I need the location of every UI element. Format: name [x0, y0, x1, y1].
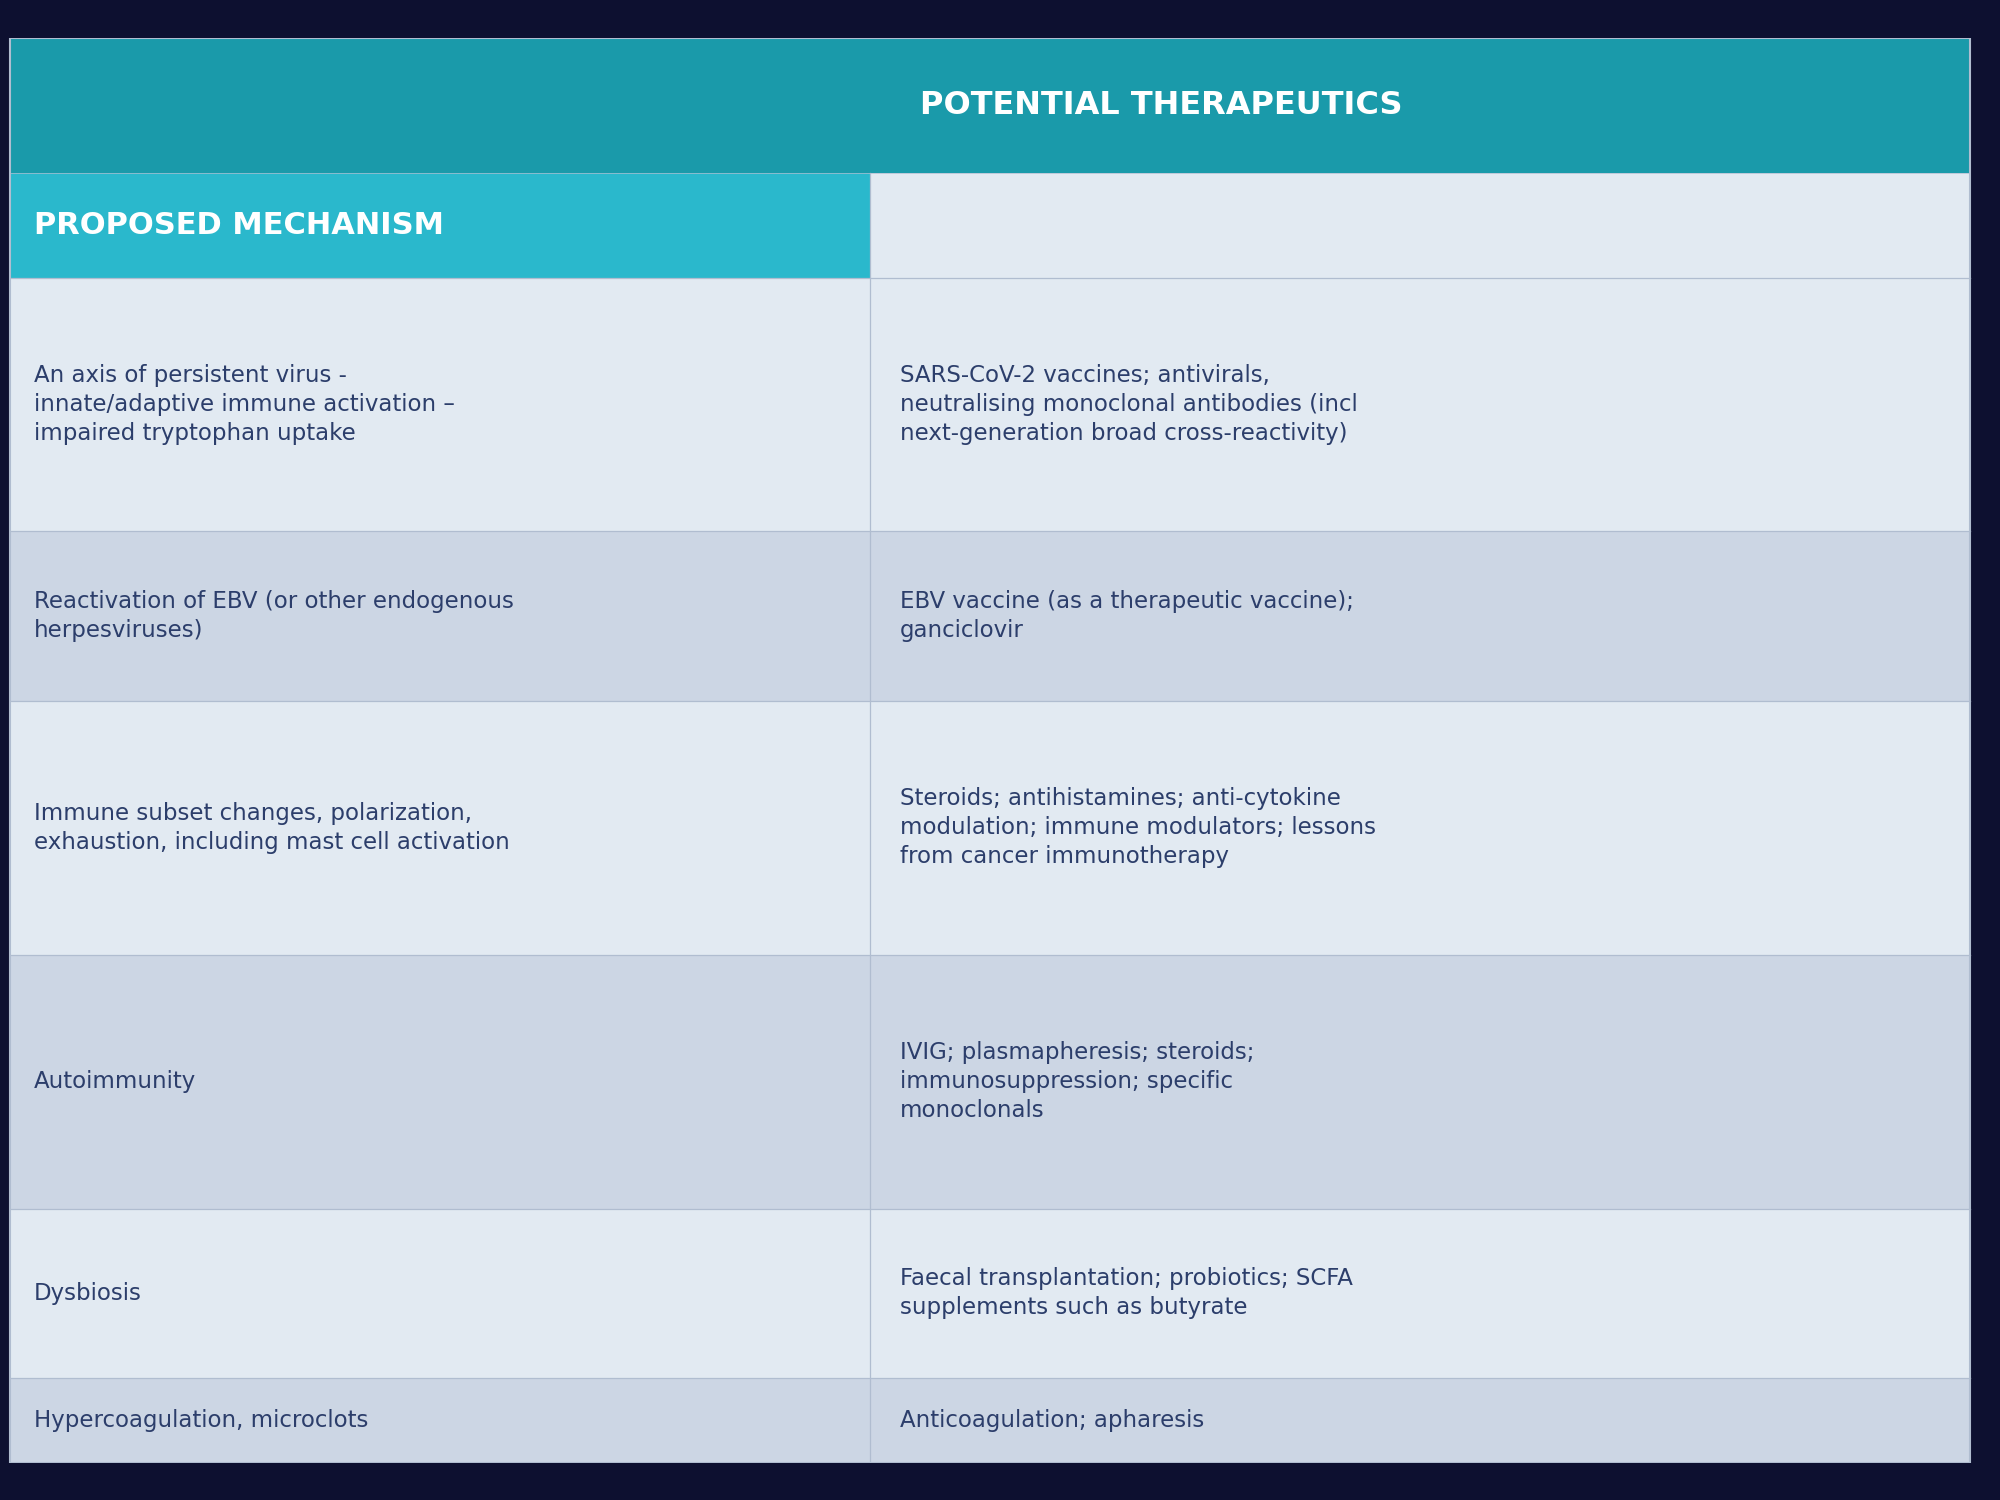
Text: Dysbiosis: Dysbiosis	[34, 1281, 142, 1305]
Text: PROPOSED MECHANISM: PROPOSED MECHANISM	[34, 210, 444, 240]
Text: EBV vaccine (as a therapeutic vaccine);
ganciclovir: EBV vaccine (as a therapeutic vaccine); …	[900, 590, 1354, 642]
FancyBboxPatch shape	[10, 1378, 1970, 1462]
Text: Autoimmunity: Autoimmunity	[34, 1070, 196, 1094]
Text: Steroids; antihistamines; anti-cytokine
modulation; immune modulators; lessons
f: Steroids; antihistamines; anti-cytokine …	[900, 788, 1376, 868]
FancyBboxPatch shape	[10, 531, 1970, 700]
FancyBboxPatch shape	[10, 172, 870, 278]
Text: An axis of persistent virus -
innate/adaptive immune activation –
impaired trypt: An axis of persistent virus - innate/ada…	[34, 363, 454, 446]
Text: Hypercoagulation, microclots: Hypercoagulation, microclots	[34, 1408, 368, 1431]
Text: SARS-CoV-2 vaccines; antivirals,
neutralising monoclonal antibodies (incl
next-g: SARS-CoV-2 vaccines; antivirals, neutral…	[900, 363, 1358, 446]
Text: Immune subset changes, polarization,
exhaustion, including mast cell activation: Immune subset changes, polarization, exh…	[34, 801, 510, 853]
FancyBboxPatch shape	[870, 172, 1970, 278]
FancyBboxPatch shape	[10, 1209, 1970, 1378]
Text: Reactivation of EBV (or other endogenous
herpesviruses): Reactivation of EBV (or other endogenous…	[34, 590, 514, 642]
FancyBboxPatch shape	[10, 700, 1970, 954]
Text: Faecal transplantation; probiotics; SCFA
supplements such as butyrate: Faecal transplantation; probiotics; SCFA…	[900, 1268, 1352, 1320]
Text: POTENTIAL THERAPEUTICS: POTENTIAL THERAPEUTICS	[920, 90, 1402, 120]
FancyBboxPatch shape	[0, 1462, 2000, 1500]
FancyBboxPatch shape	[10, 278, 1970, 531]
Text: IVIG; plasmapheresis; steroids;
immunosuppression; specific
monoclonals: IVIG; plasmapheresis; steroids; immunosu…	[900, 1041, 1254, 1122]
FancyBboxPatch shape	[10, 38, 1970, 1462]
FancyBboxPatch shape	[0, 0, 2000, 38]
FancyBboxPatch shape	[10, 38, 1970, 172]
Text: Anticoagulation; apharesis: Anticoagulation; apharesis	[900, 1408, 1204, 1431]
FancyBboxPatch shape	[10, 954, 1970, 1209]
